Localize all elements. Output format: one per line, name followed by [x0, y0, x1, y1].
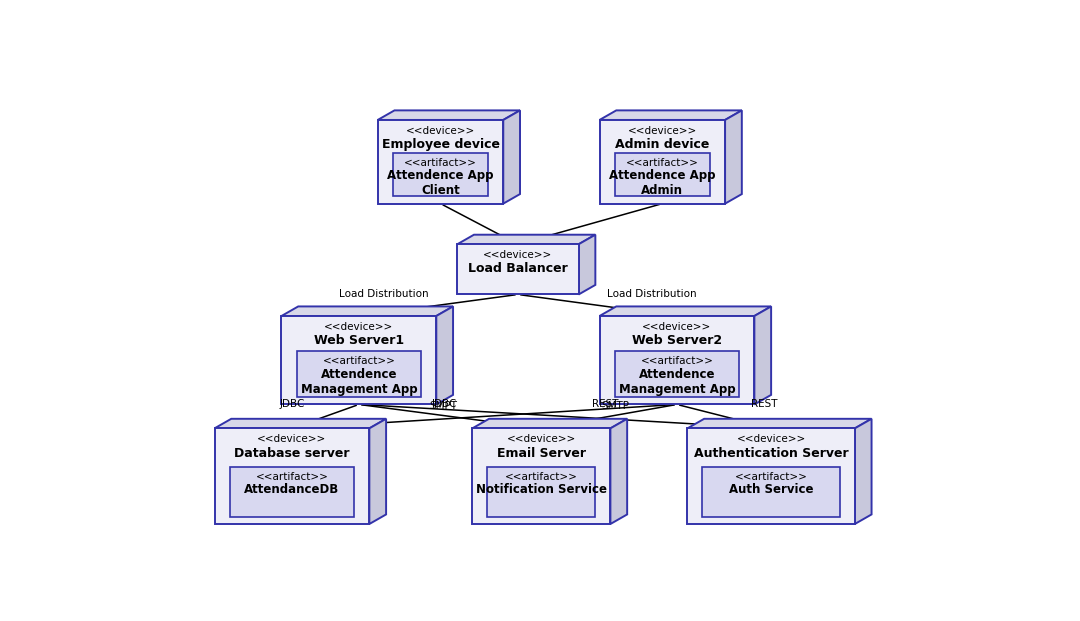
Polygon shape — [436, 306, 454, 404]
Text: <<artifact>>: <<artifact>> — [505, 472, 578, 482]
Text: JDBC: JDBC — [280, 399, 305, 409]
FancyBboxPatch shape — [599, 316, 754, 404]
Text: Admin device: Admin device — [616, 138, 710, 151]
Text: SMTP: SMTP — [602, 401, 630, 410]
Polygon shape — [610, 419, 627, 524]
FancyBboxPatch shape — [297, 351, 421, 397]
Text: REST: REST — [592, 399, 619, 409]
Text: <<device>>: <<device>> — [257, 434, 326, 444]
Polygon shape — [725, 111, 742, 204]
Text: REST: REST — [751, 399, 778, 409]
Polygon shape — [457, 235, 595, 244]
FancyBboxPatch shape — [378, 120, 503, 204]
FancyBboxPatch shape — [282, 316, 436, 404]
Text: <<device>>: <<device>> — [737, 434, 806, 444]
Text: Load Distribution: Load Distribution — [339, 289, 429, 299]
Text: <<device>>: <<device>> — [507, 434, 576, 444]
Text: <<device>>: <<device>> — [484, 250, 553, 260]
FancyBboxPatch shape — [702, 467, 840, 517]
Polygon shape — [688, 419, 872, 428]
Text: <<device>>: <<device>> — [406, 125, 475, 135]
Text: Employee device: Employee device — [381, 138, 500, 151]
Polygon shape — [215, 419, 387, 428]
Text: <<artifact>>: <<artifact>> — [404, 158, 477, 168]
Polygon shape — [579, 235, 595, 294]
FancyBboxPatch shape — [393, 153, 488, 196]
FancyBboxPatch shape — [487, 467, 595, 517]
Text: <<artifact>>: <<artifact>> — [640, 356, 714, 366]
FancyBboxPatch shape — [688, 428, 855, 524]
FancyBboxPatch shape — [215, 428, 369, 524]
FancyBboxPatch shape — [472, 428, 610, 524]
Text: Attendence
Management App: Attendence Management App — [300, 368, 417, 396]
Text: <<artifact>>: <<artifact>> — [734, 472, 808, 482]
Polygon shape — [369, 419, 387, 524]
Text: Attendence
Management App: Attendence Management App — [619, 368, 735, 396]
Text: Web Server1: Web Server1 — [314, 334, 404, 347]
Text: <<artifact>>: <<artifact>> — [256, 472, 328, 482]
Polygon shape — [599, 306, 771, 316]
Text: Attendence App
Client: Attendence App Client — [388, 169, 494, 197]
Text: Load Distribution: Load Distribution — [607, 289, 697, 299]
Text: <<artifact>>: <<artifact>> — [626, 158, 699, 168]
FancyBboxPatch shape — [599, 120, 725, 204]
Text: Email Server: Email Server — [497, 446, 585, 460]
Polygon shape — [855, 419, 872, 524]
Text: Load Balancer: Load Balancer — [468, 263, 568, 276]
Text: <<artifact>>: <<artifact>> — [323, 356, 395, 366]
Text: Authentication Server: Authentication Server — [693, 446, 849, 460]
Polygon shape — [282, 306, 454, 316]
Text: Database server: Database server — [234, 446, 350, 460]
Text: <<device>>: <<device>> — [627, 125, 697, 135]
Text: Web Server2: Web Server2 — [632, 334, 723, 347]
Text: Attendence App
Admin: Attendence App Admin — [609, 169, 716, 197]
Polygon shape — [599, 111, 742, 120]
Text: Auth Service: Auth Service — [729, 483, 813, 496]
Polygon shape — [378, 111, 521, 120]
FancyBboxPatch shape — [615, 153, 710, 196]
Text: SMPT: SMPT — [430, 401, 458, 410]
Polygon shape — [503, 111, 521, 204]
FancyBboxPatch shape — [615, 351, 740, 397]
Text: Notification Service: Notification Service — [476, 483, 607, 496]
Polygon shape — [754, 306, 771, 404]
FancyBboxPatch shape — [457, 244, 579, 294]
FancyBboxPatch shape — [230, 467, 354, 517]
Text: <<device>>: <<device>> — [324, 322, 393, 332]
Text: <<device>>: <<device>> — [643, 322, 712, 332]
Text: AttendanceDB: AttendanceDB — [244, 483, 339, 496]
Text: JDBC: JDBC — [432, 399, 457, 409]
Polygon shape — [472, 419, 627, 428]
